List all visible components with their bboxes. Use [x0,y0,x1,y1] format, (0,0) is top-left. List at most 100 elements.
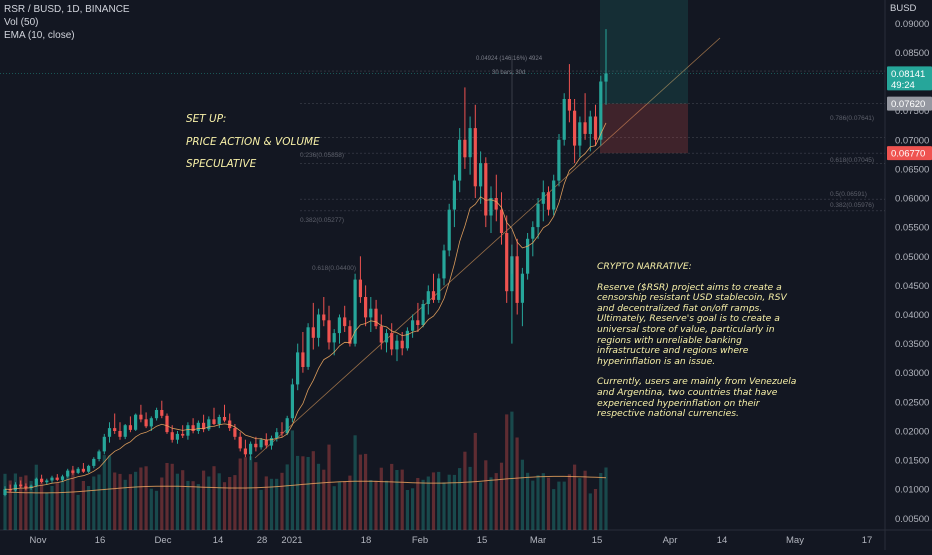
volume-bar [92,476,96,530]
volume-bar [343,481,347,530]
volume-bar [552,489,556,530]
volume-bar [275,478,279,530]
candle-body [588,116,592,134]
candle-body [421,304,425,325]
volume-bar [306,457,310,530]
candle-body [92,458,96,466]
symbol-title[interactable]: RSR / BUSD, 1D, BINANCE [4,4,130,15]
candle-body [66,470,70,477]
candle-body [442,250,446,279]
measure-label-1: 0.04924 (146.16%) 4924 [476,56,543,62]
price-tick-label: 0.04500 [895,281,929,292]
candle-body [217,417,221,424]
candle-body [494,198,498,210]
volume-bar [50,486,54,530]
time-tick-label: Nov [30,535,47,546]
volume-bar [311,451,315,530]
volume-bar [400,469,404,530]
volume-bar [34,464,38,530]
candle-body [405,330,409,349]
narrative-title: CRYPTO NARRATIVE: [597,261,692,272]
candle-body [593,116,598,140]
time-tick-label: 15 [592,535,603,546]
volume-bar [599,473,603,530]
candle-body [259,439,263,448]
candle-body [34,478,38,486]
fib-level-label: 0.786(0.07641) [830,115,874,122]
volume-bar [24,475,28,530]
price-tick-label: 0.02500 [895,397,929,408]
candle-body [463,139,467,158]
candle-body [395,340,399,350]
candle-body [118,431,122,437]
volume-bar [468,466,472,530]
candle-body [149,418,153,427]
candle-body [426,291,430,304]
candle-body [128,425,132,430]
candle-body [71,470,75,473]
candle-body [536,203,540,228]
volume-bar [515,437,519,530]
fib-level-label: 0.382(0.05277) [300,217,344,224]
candle-body [499,209,504,233]
volume-bar [254,462,258,530]
candle-body [337,317,341,334]
candle-body [186,425,190,436]
candle-body [107,428,112,437]
candle-body [60,476,65,480]
candle-body [348,326,352,344]
candle-body [290,384,294,419]
price-tick-label: 0.08500 [895,48,929,59]
price-tick-label: 0.06000 [895,194,929,205]
candle-body [113,428,117,431]
narrative-paragraph-2: Currently, users are mainly from Venezue… [597,376,797,420]
candle-body [222,417,227,421]
volume-bar [557,481,561,530]
volume-bar [374,480,378,530]
candle-body [275,432,279,438]
volume-bar [222,482,227,530]
volume-bar [567,474,571,530]
volume-bar [390,463,394,530]
candle-body [562,99,566,140]
volume-bar [452,474,456,530]
candle-body [139,414,143,420]
volume-bar [562,481,566,530]
time-tick-label: 16 [95,535,106,546]
candle-body [170,432,174,440]
candle-body [181,433,185,436]
candle-body [301,352,305,367]
volume-bar [228,477,232,530]
candle-body [254,443,258,448]
time-tick-label: 18 [361,535,372,546]
stop-price-label: 0.06770 [891,149,925,160]
volume-bar [531,480,535,530]
fib-level-label: 0.618(0.07045) [830,157,874,164]
price-tick-label: 0.09000 [895,19,929,30]
volume-bar [207,476,211,530]
volume-bar [405,490,409,530]
ema-indicator-label[interactable]: EMA (10, close) [4,30,75,41]
candle-body [13,484,17,491]
candle-body [473,128,477,187]
volume-bar [416,478,420,530]
candle-body [316,314,321,338]
candle-body [567,99,571,111]
volume-bar [97,474,101,530]
volume-bar [45,492,49,530]
candle-body [3,489,7,495]
volume-indicator-label[interactable]: Vol (50) [4,17,39,28]
volume-bar [76,494,80,530]
volume-bar [144,466,148,530]
volume-bar [463,451,467,530]
candle-body [431,291,436,300]
volume-bar [437,471,441,530]
volume-bar [421,479,425,530]
target-zone [600,0,688,104]
volume-bar [526,472,530,530]
volume-ma-line [4,475,607,494]
volume-bar [19,476,23,530]
volume-bar [13,473,17,530]
